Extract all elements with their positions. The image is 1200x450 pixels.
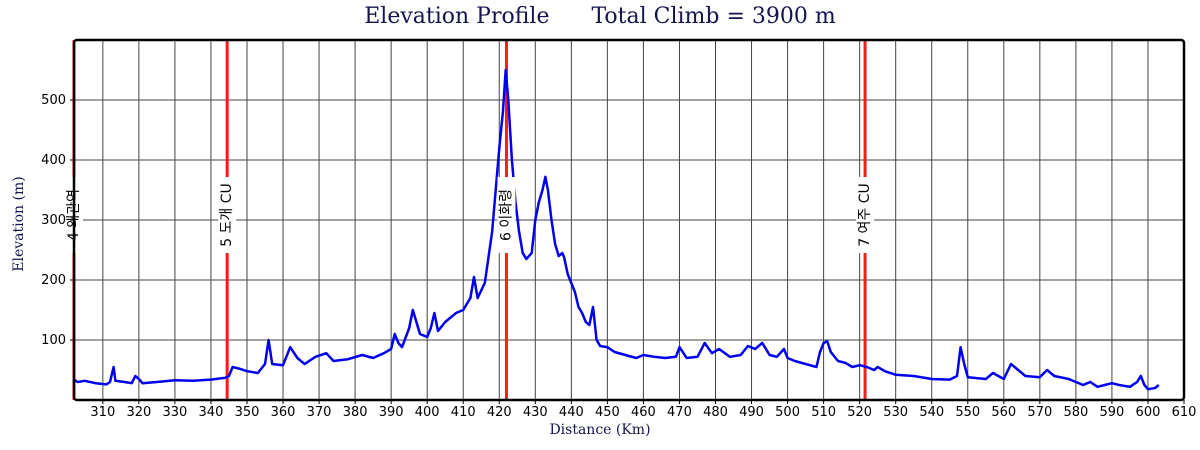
y-tick-label: 200	[41, 273, 66, 288]
x-tick-label: 560	[991, 405, 1016, 420]
y-tick-label: 300	[41, 213, 66, 228]
x-tick-label: 510	[811, 405, 836, 420]
x-tick-label: 500	[775, 405, 800, 420]
y-tick-label: 500	[41, 93, 66, 108]
x-tick-label: 340	[199, 405, 224, 420]
x-tick-label: 420	[487, 405, 512, 420]
x-tick-label: 460	[631, 405, 656, 420]
ticks-layer: 310 320 330 340 350 360 370 380 390 400 410 420 430 4…	[41, 93, 1196, 420]
x-tick-label: 400	[415, 405, 440, 420]
x-tick-label: 330	[162, 405, 187, 420]
x-tick-label: 580	[1063, 405, 1088, 420]
x-tick-label: 530	[883, 405, 908, 420]
x-tick-label: 440	[559, 405, 584, 420]
x-tick-label: 370	[307, 405, 332, 420]
x-tick-label: 480	[703, 405, 728, 420]
elevation-line	[73, 68, 1160, 391]
marker-labels-layer: 4 왜관역 5 도개 CU 6 이화령 7 여주 CU	[65, 177, 875, 253]
x-tick-label: 590	[1100, 405, 1125, 420]
x-tick-label: 410	[451, 405, 476, 420]
grid-lines	[74, 40, 1185, 400]
x-tick-label: 310	[90, 405, 115, 420]
x-tick-label: 380	[343, 405, 368, 420]
marker-label-bg	[856, 177, 875, 253]
x-axis-label: Distance (Km)	[549, 422, 651, 438]
y-tick-label: 400	[41, 153, 66, 168]
x-tick-label: 350	[235, 405, 260, 420]
series-layer	[73, 68, 1160, 391]
marker-label-bg	[497, 177, 516, 253]
x-tick-label: 450	[595, 405, 620, 420]
x-tick-label: 600	[1136, 405, 1161, 420]
marker-label: 6 이화령	[498, 189, 514, 241]
y-tick-label: 100	[41, 333, 66, 348]
x-tick-label: 360	[271, 405, 296, 420]
x-tick-label: 320	[126, 405, 151, 420]
x-tick-label: 540	[919, 405, 944, 420]
marker-label: 5 도개 CU	[219, 183, 235, 247]
chart-title: Elevation Profile Total Climb = 3900 m	[364, 4, 836, 29]
x-tick-label: 430	[523, 405, 548, 420]
plot-frame	[72, 38, 1186, 402]
x-tick-label: 520	[847, 405, 872, 420]
x-tick-label: 390	[379, 405, 404, 420]
marker-label: 7 여주 CU	[857, 183, 873, 247]
x-tick-label: 610	[1172, 405, 1197, 420]
marker-label-bg	[218, 177, 237, 253]
x-tick-label: 550	[955, 405, 980, 420]
x-tick-label: 570	[1027, 405, 1052, 420]
x-tick-label: 490	[739, 405, 764, 420]
x-tick-label: 470	[667, 405, 692, 420]
